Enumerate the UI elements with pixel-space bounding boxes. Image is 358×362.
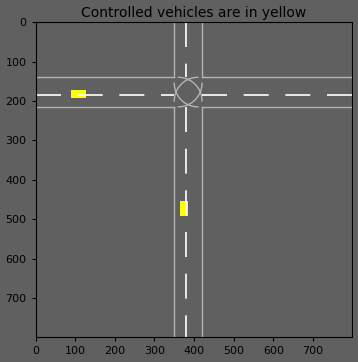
Bar (71, 90, 86, 98)
Title: Controlled vehicles are in yellow: Controlled vehicles are in yellow (82, 5, 307, 20)
Bar (180, 201, 188, 216)
